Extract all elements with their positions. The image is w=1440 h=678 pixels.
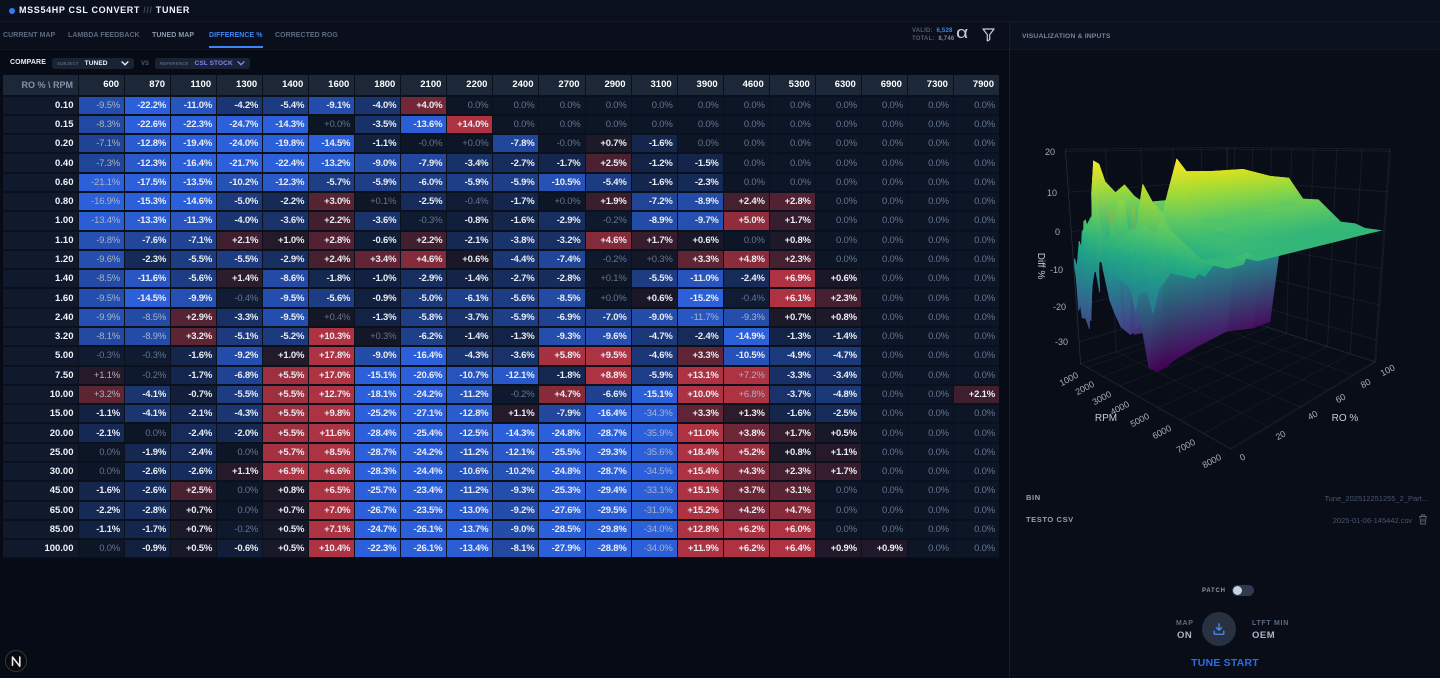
svg-text:3000: 3000	[1091, 389, 1113, 407]
svg-text:20: 20	[1274, 429, 1288, 443]
svg-text:10: 10	[1047, 188, 1057, 198]
svg-text:80: 80	[1359, 377, 1373, 391]
svg-text:7000: 7000	[1175, 437, 1197, 455]
svg-text:8000: 8000	[1201, 452, 1223, 470]
svg-text:RO %: RO %	[1332, 413, 1359, 424]
svg-text:2000: 2000	[1074, 379, 1096, 397]
svg-text:RPM: RPM	[1095, 413, 1117, 424]
svg-text:Diff %: Diff %	[1035, 253, 1046, 280]
svg-text:40: 40	[1306, 409, 1320, 423]
svg-text:20: 20	[1045, 147, 1055, 157]
svg-text:0: 0	[1055, 227, 1060, 237]
svg-text:5000: 5000	[1129, 411, 1151, 429]
svg-text:-10: -10	[1050, 265, 1063, 275]
svg-text:-30: -30	[1055, 337, 1068, 347]
svg-text:0: 0	[1238, 452, 1247, 463]
svg-text:60: 60	[1334, 392, 1348, 406]
svg-text:100: 100	[1379, 362, 1397, 378]
svg-text:6000: 6000	[1151, 423, 1173, 441]
svg-text:-20: -20	[1053, 302, 1066, 312]
svg-text:1000: 1000	[1058, 370, 1080, 388]
